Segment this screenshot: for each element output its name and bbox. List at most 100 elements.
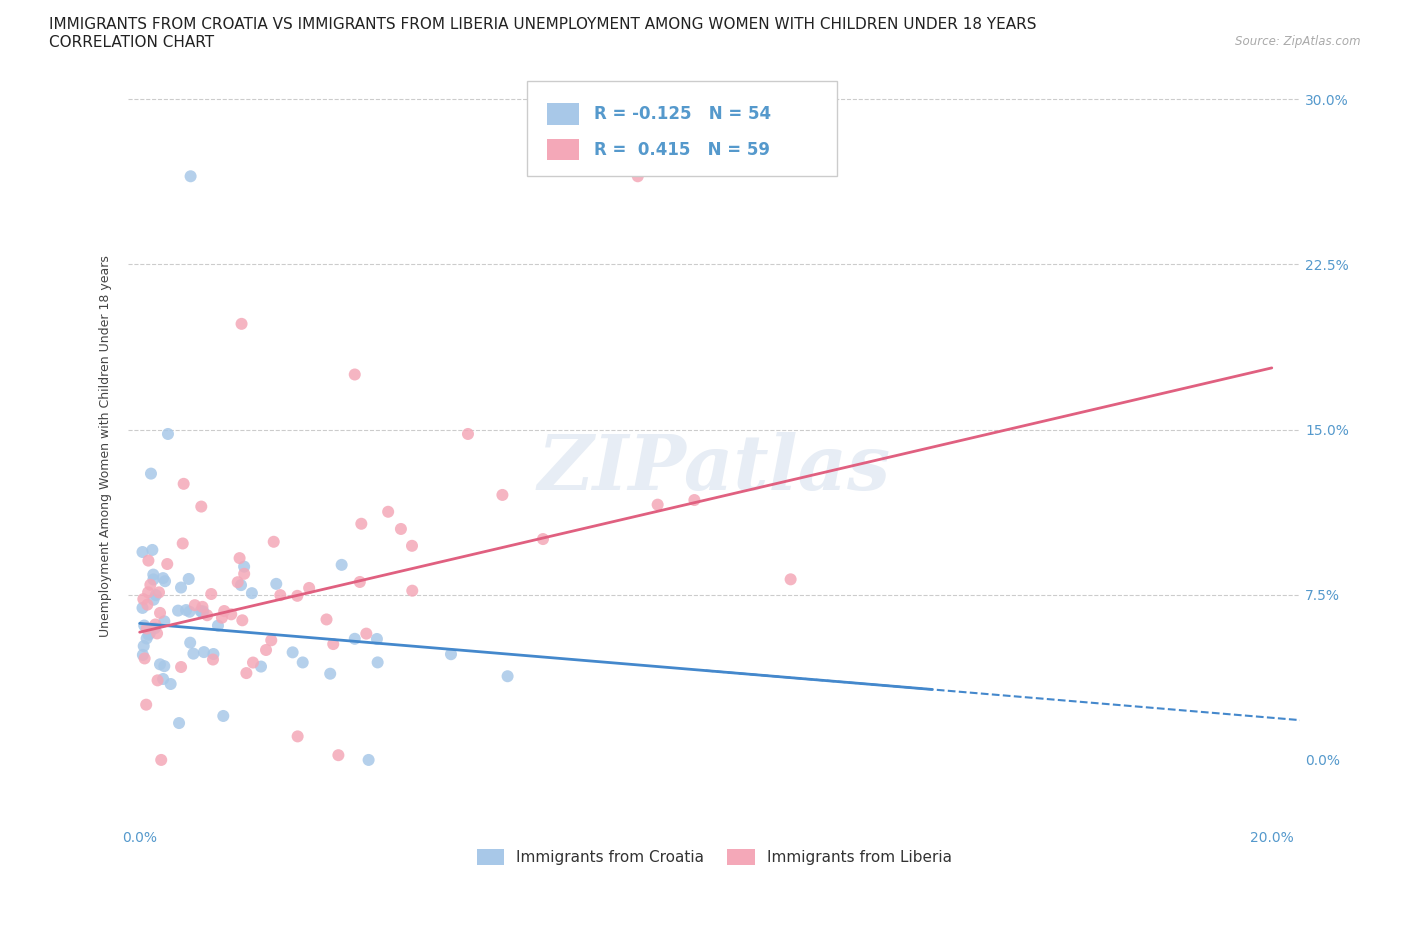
- Point: [179, 604, 201, 619]
- Point: [349, 575, 371, 590]
- Point: [496, 669, 519, 684]
- Point: [143, 620, 166, 635]
- Point: [143, 617, 166, 631]
- Point: [212, 709, 235, 724]
- Point: [263, 535, 285, 550]
- Point: [139, 578, 162, 592]
- Point: [136, 585, 159, 600]
- Point: [356, 626, 378, 641]
- Point: [149, 657, 172, 671]
- Point: [212, 604, 235, 618]
- Point: [322, 637, 344, 652]
- Point: [315, 612, 337, 627]
- Point: [240, 586, 263, 601]
- Point: [145, 588, 167, 603]
- Point: [138, 553, 160, 568]
- Text: IMMIGRANTS FROM CROATIA VS IMMIGRANTS FROM LIBERIA UNEMPLOYMENT AMONG WOMEN WITH: IMMIGRANTS FROM CROATIA VS IMMIGRANTS FR…: [49, 17, 1036, 32]
- Point: [319, 666, 342, 681]
- Point: [647, 498, 669, 512]
- Point: [242, 655, 264, 670]
- Point: [167, 604, 190, 618]
- Point: [779, 572, 801, 587]
- Point: [231, 613, 253, 628]
- Point: [298, 580, 321, 595]
- Point: [357, 752, 380, 767]
- Point: [235, 666, 257, 681]
- Point: [135, 631, 157, 646]
- Point: [170, 580, 193, 595]
- Point: [135, 621, 157, 636]
- Point: [141, 542, 163, 557]
- Point: [377, 504, 399, 519]
- FancyBboxPatch shape: [527, 81, 837, 177]
- Point: [179, 635, 201, 650]
- Point: [134, 651, 156, 666]
- Point: [401, 538, 423, 553]
- Point: [142, 592, 165, 607]
- Point: [139, 626, 162, 641]
- Point: [207, 618, 229, 633]
- Point: [281, 644, 304, 659]
- Point: [195, 608, 218, 623]
- Point: [191, 604, 214, 619]
- Point: [193, 644, 215, 659]
- Point: [173, 476, 195, 491]
- Point: [328, 748, 350, 763]
- Point: [139, 466, 162, 481]
- Point: [142, 567, 165, 582]
- Point: [183, 646, 205, 661]
- Point: [148, 585, 170, 600]
- Point: [134, 618, 156, 633]
- Point: [343, 631, 366, 646]
- Point: [264, 577, 287, 591]
- Text: CORRELATION CHART: CORRELATION CHART: [49, 35, 214, 50]
- FancyBboxPatch shape: [547, 140, 579, 160]
- Text: ZIPatlas: ZIPatlas: [537, 432, 891, 506]
- FancyBboxPatch shape: [547, 103, 579, 125]
- Point: [136, 597, 159, 612]
- Point: [627, 169, 650, 184]
- Point: [367, 655, 389, 670]
- Point: [170, 659, 193, 674]
- Text: R =  0.415   N = 59: R = 0.415 N = 59: [593, 140, 769, 159]
- Point: [683, 493, 706, 508]
- Point: [190, 499, 212, 514]
- Point: [172, 536, 194, 551]
- Point: [156, 556, 179, 571]
- Point: [190, 604, 212, 618]
- Point: [260, 632, 283, 647]
- Point: [219, 607, 242, 622]
- Point: [156, 427, 179, 442]
- Point: [146, 626, 169, 641]
- Point: [389, 522, 412, 537]
- Point: [254, 643, 277, 658]
- Point: [202, 646, 225, 661]
- Y-axis label: Unemployment Among Women with Children Under 18 years: Unemployment Among Women with Children U…: [100, 255, 112, 637]
- Point: [135, 698, 157, 712]
- Point: [366, 631, 388, 646]
- Point: [132, 639, 155, 654]
- Point: [269, 588, 291, 603]
- Point: [287, 729, 309, 744]
- Text: R = -0.125   N = 54: R = -0.125 N = 54: [593, 105, 770, 123]
- Point: [167, 715, 190, 730]
- Point: [200, 587, 222, 602]
- Point: [226, 575, 249, 590]
- Point: [153, 614, 176, 629]
- Point: [180, 169, 202, 184]
- Point: [491, 487, 513, 502]
- Point: [152, 571, 174, 586]
- Point: [457, 427, 479, 442]
- Point: [150, 752, 173, 767]
- Point: [138, 628, 160, 643]
- Point: [131, 601, 153, 616]
- Point: [132, 591, 155, 606]
- Point: [291, 655, 314, 670]
- Point: [153, 574, 176, 589]
- Point: [191, 600, 214, 615]
- Point: [250, 659, 273, 674]
- Point: [343, 367, 366, 382]
- Point: [131, 545, 153, 560]
- Point: [330, 557, 353, 572]
- Point: [285, 589, 308, 604]
